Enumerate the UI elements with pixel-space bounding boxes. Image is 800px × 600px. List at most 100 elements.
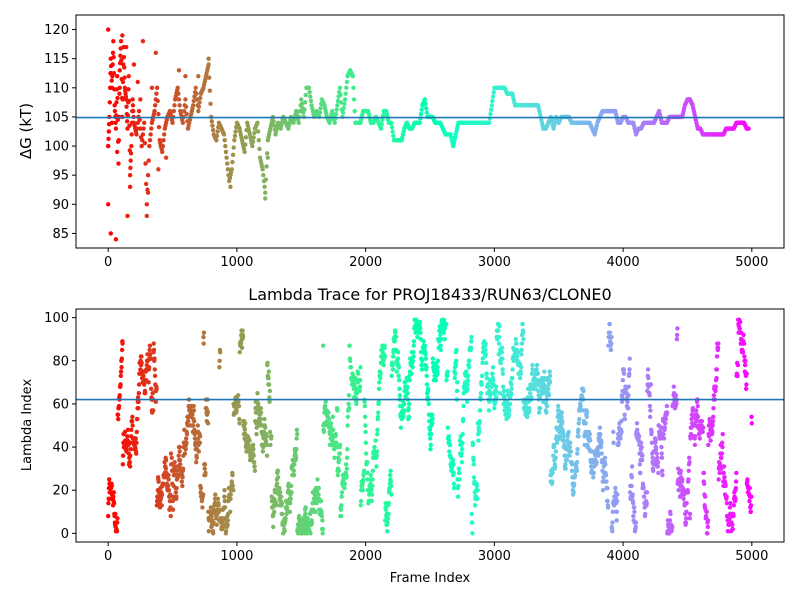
lambda-point xyxy=(294,447,299,452)
dg-point xyxy=(111,39,116,44)
lambda-point xyxy=(268,442,273,448)
lambda-point xyxy=(358,365,363,370)
lambda-point xyxy=(360,488,366,493)
lambda-point xyxy=(553,449,559,454)
lambda-point xyxy=(605,498,610,504)
lambda-point xyxy=(658,429,663,435)
lambda-point xyxy=(314,500,319,506)
lambda-point xyxy=(129,418,135,424)
lambda-point xyxy=(467,358,472,363)
lambda-point xyxy=(280,511,285,517)
lambda-point xyxy=(655,464,661,469)
lambda-point xyxy=(563,462,568,467)
lambda-point xyxy=(713,388,718,394)
lambda-point xyxy=(381,362,386,368)
lambda-point xyxy=(316,485,321,491)
lambda-point xyxy=(417,319,422,325)
dg-point xyxy=(250,139,256,144)
lambda-point xyxy=(120,462,126,467)
lambda-point xyxy=(222,505,228,510)
lambda-point xyxy=(731,503,736,508)
lambda-point xyxy=(411,354,416,359)
lambda-point xyxy=(406,414,412,420)
lambda-point xyxy=(664,403,670,409)
lambda-point xyxy=(490,371,495,376)
lambda-point xyxy=(464,399,470,404)
lambda-point xyxy=(156,479,161,484)
dg-point xyxy=(163,155,169,160)
lambda-point xyxy=(444,321,449,327)
dg-point xyxy=(198,95,203,101)
dg-point xyxy=(109,78,114,83)
dg-point xyxy=(243,135,249,140)
lambda-point xyxy=(561,434,566,439)
lambda-point xyxy=(118,382,123,387)
lambda-point xyxy=(575,451,580,456)
lambda-point xyxy=(457,470,462,476)
lambda-point xyxy=(250,442,256,448)
lambda-point xyxy=(687,516,692,521)
dg-point xyxy=(214,138,219,143)
dg-point xyxy=(124,119,130,124)
lambda-point xyxy=(602,455,608,461)
lambda-point xyxy=(361,468,367,474)
dg-point xyxy=(128,158,133,163)
lambda-point xyxy=(120,453,126,458)
lambda-point xyxy=(576,427,581,433)
dg-point xyxy=(183,104,189,109)
lambda-point xyxy=(615,492,620,497)
lambda-point xyxy=(320,343,326,348)
lambda-point xyxy=(722,475,727,480)
lambda-point xyxy=(686,468,691,474)
lambda-point xyxy=(611,429,616,435)
lambda-point xyxy=(591,470,596,476)
dg-point xyxy=(487,120,492,125)
lambda-point xyxy=(407,377,412,383)
lambda-point xyxy=(396,377,402,383)
lambda-point xyxy=(564,457,570,463)
lambda-point xyxy=(228,492,233,497)
lambda-point xyxy=(111,500,117,506)
lambda-point xyxy=(385,529,390,534)
dg-point xyxy=(105,143,111,149)
lambda-point xyxy=(490,365,496,370)
lambda-point xyxy=(710,418,716,424)
lambda-point xyxy=(254,431,259,437)
lambda-point xyxy=(629,464,635,469)
lambda-point xyxy=(465,382,470,387)
lambda-point xyxy=(641,485,646,491)
lambda-point xyxy=(278,494,284,499)
dg-point xyxy=(233,129,238,134)
lambda-point xyxy=(507,408,512,413)
dg-point xyxy=(379,122,384,127)
lambda-point xyxy=(659,451,664,456)
lambda-point xyxy=(410,365,415,370)
lambda-point xyxy=(548,373,553,379)
lambda-point xyxy=(355,371,361,376)
lambda-point xyxy=(152,356,157,361)
lambda-point xyxy=(556,408,561,413)
dg-point xyxy=(380,113,386,118)
lambda-point xyxy=(576,434,581,439)
lambda-point xyxy=(727,516,732,521)
lambda-point xyxy=(383,507,389,512)
lambda-point xyxy=(509,382,514,387)
lambda-point xyxy=(428,436,433,441)
dg-point xyxy=(231,145,236,150)
lambda-point xyxy=(569,468,575,474)
lambda-point xyxy=(469,334,474,340)
lambda-point xyxy=(184,440,189,445)
lambda-point xyxy=(546,393,552,398)
lambda-point xyxy=(560,418,565,424)
lambda-point xyxy=(395,349,401,355)
dg-point xyxy=(136,108,142,114)
dg-point xyxy=(271,119,276,124)
lambda-point xyxy=(514,341,519,346)
lambda-point xyxy=(683,520,689,525)
dg-point xyxy=(197,100,202,105)
lambda-point xyxy=(169,455,174,461)
lambda-point xyxy=(284,505,290,510)
dg-point xyxy=(122,75,127,80)
dg-point xyxy=(170,120,175,125)
dg-point xyxy=(344,79,350,85)
